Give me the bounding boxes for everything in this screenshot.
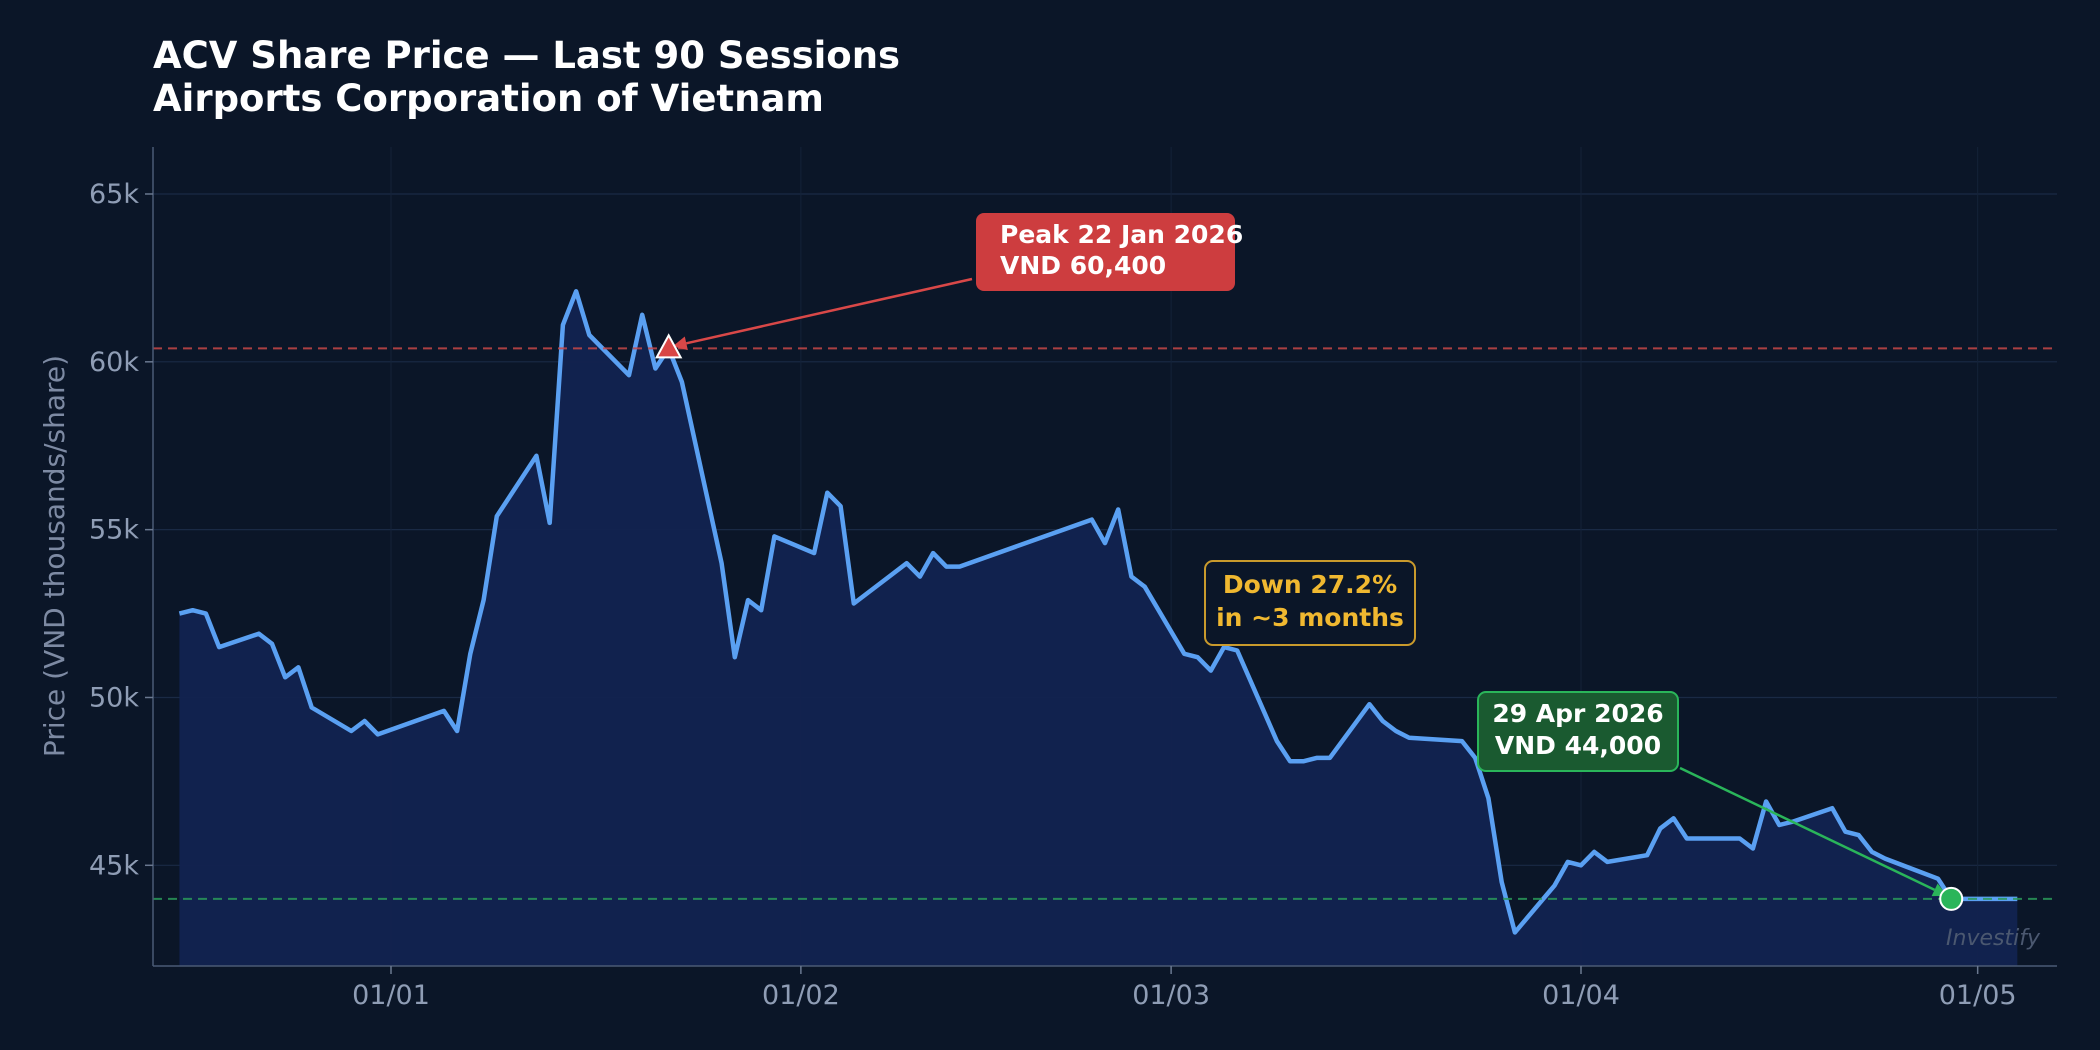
y-axis-label: Price (VND thousands/share): [38, 355, 71, 757]
peak-arrow-head: [672, 336, 688, 351]
latest-label-value: VND 44,000: [1495, 731, 1661, 760]
y-tick-label: 45k: [89, 850, 139, 881]
decline-label-line1: Down 27.2%: [1223, 570, 1397, 599]
x-tick-label: 01/02: [762, 980, 840, 1011]
axes: [152, 147, 2057, 967]
x-tick-label: 01/05: [1939, 980, 2017, 1011]
latest-label-date: 29 Apr 2026: [1492, 699, 1663, 728]
decline-label-line2: in ~3 months: [1216, 603, 1404, 632]
x-tick-label: 01/01: [352, 980, 430, 1011]
price-line: [178, 289, 2018, 935]
peak-arrow-line: [686, 277, 973, 345]
peak-annotation: Peak 22 Jan 2026 VND 60,400: [654, 213, 1243, 359]
reference-lines: [153, 347, 2057, 900]
price-area: [178, 289, 2018, 966]
chart-title-line1: ACV Share Price — Last 90 Sessions: [153, 34, 900, 77]
y-ticks: 45k 50k 55k 60k 65k: [89, 179, 153, 881]
peak-marker-triangle: [654, 333, 683, 359]
latest-annotation: 29 Apr 2026 VND 44,000: [1477, 691, 1964, 911]
decline-annotation: Down 27.2% in ~3 months: [1204, 560, 1416, 646]
y-tick-label: 50k: [89, 682, 139, 713]
y-tick-label: 60k: [89, 347, 139, 378]
x-ticks: 01/01 01/02 01/03 01/04 01/05: [352, 966, 2017, 1011]
latest-marker-dot: [1939, 886, 1964, 911]
chart-title-line2: Airports Corporation of Vietnam: [153, 77, 824, 120]
peak-label-box: [976, 213, 1235, 291]
latest-label-box: [1477, 691, 1679, 772]
x-tick-label: 01/03: [1132, 980, 1210, 1011]
peak-label-date: Peak 22 Jan 2026: [1000, 220, 1243, 249]
x-tick-label: 01/04: [1542, 980, 1620, 1011]
peak-label-value: VND 60,400: [1000, 251, 1166, 280]
y-tick-label: 65k: [89, 179, 139, 210]
latest-arrow-line: [1679, 766, 1936, 891]
decline-label-box: [1204, 560, 1416, 646]
y-tick-label: 55k: [89, 515, 139, 546]
watermark: Investify: [1946, 926, 2041, 951]
price-area-fill: [179, 291, 2018, 966]
